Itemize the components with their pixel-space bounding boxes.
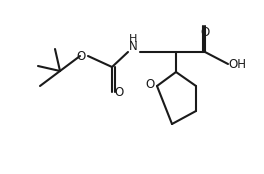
Text: OH: OH (228, 57, 246, 70)
Text: O: O (76, 49, 86, 62)
Text: N: N (129, 39, 137, 53)
Text: O: O (114, 86, 124, 100)
Text: H: H (129, 34, 137, 44)
Text: O: O (200, 26, 210, 39)
Text: O: O (145, 78, 155, 92)
